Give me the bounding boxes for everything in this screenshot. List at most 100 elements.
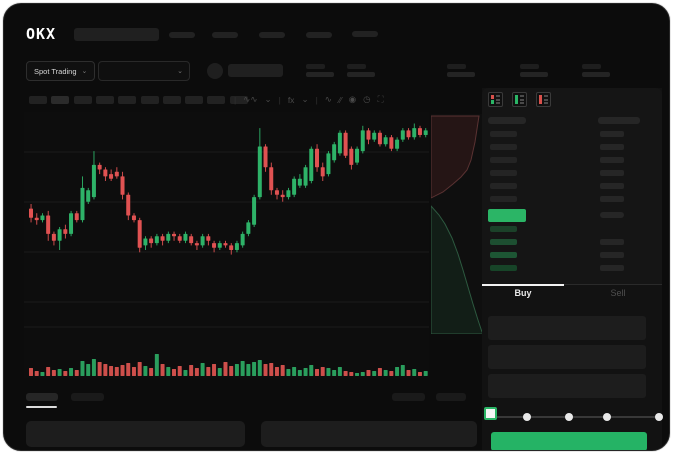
chevron-down-icon[interactable]: ⌄ [301, 94, 309, 104]
pair-name-skeleton [228, 64, 283, 77]
orderbook-header-amount-skeleton [598, 117, 640, 124]
ask-price-skeleton [490, 144, 517, 150]
timeframe-button-skeleton[interactable] [51, 96, 70, 104]
chart-type-candles-icon[interactable]: ∿∿ [243, 94, 258, 104]
right-panel: Buy Sell [482, 88, 663, 450]
okx-trading-window: OKX Spot Trading ⌄ ⌄ | ∿∿ ⌄ | fx ⌄ | ∿ ⁄⁄ ◉ ◷ ⛶ [3, 3, 670, 451]
bottom-link-skeleton[interactable] [436, 393, 466, 401]
ask-price-skeleton [490, 157, 517, 163]
bottom-active-tab-indicator [26, 406, 57, 408]
bottom-tab-order-history[interactable] [71, 393, 104, 401]
slider-stop[interactable] [523, 413, 531, 421]
tabs-divider [482, 284, 662, 285]
stat-label-skeleton [306, 64, 325, 69]
bid-price-skeleton [490, 239, 517, 245]
chevron-down-icon: ⌄ [177, 68, 183, 75]
bid-price-skeleton [490, 226, 517, 232]
amount-input-skeleton[interactable] [488, 345, 646, 369]
ask-price-skeleton [490, 196, 517, 202]
timeframe-button-skeleton[interactable] [162, 96, 181, 104]
ask-amount-skeleton [600, 157, 624, 163]
last-price-amount-skeleton [600, 212, 624, 218]
market-type-selector[interactable]: Spot Trading ⌄ [26, 61, 96, 81]
amount-slider[interactable] [491, 413, 663, 421]
bottom-tab-open-orders[interactable] [26, 393, 58, 401]
stat-label-skeleton [447, 64, 466, 69]
tab-sell[interactable]: Sell [610, 288, 626, 298]
active-tab-indicator [482, 284, 564, 286]
slider-stop[interactable] [603, 413, 611, 421]
draw-tools-icon[interactable]: ⁄⁄ [338, 94, 342, 105]
stat-value-skeleton [447, 72, 475, 77]
fullscreen-icon[interactable]: ⛶ [377, 94, 384, 104]
timeframe-button-skeleton[interactable] [185, 96, 204, 104]
toolbar-divider: | [234, 94, 237, 105]
bid-amount-skeleton [600, 265, 624, 271]
ask-price-skeleton [490, 170, 517, 176]
market-type-label: Spot Trading [34, 66, 77, 76]
timeframe-button-skeleton[interactable] [29, 96, 47, 104]
nav-item-skeleton[interactable] [352, 31, 378, 37]
history-clock-icon[interactable]: ◷ [363, 94, 371, 104]
camera-snapshot-icon[interactable]: ◉ [348, 94, 357, 104]
ask-amount-skeleton [600, 170, 624, 176]
chart-toolbar-icons: | ∿∿ ⌄ | fx ⌄ | ∿ ⁄⁄ ◉ ◷ ⛶ [234, 94, 384, 105]
bid-amount-skeleton [600, 252, 624, 258]
stat-value-skeleton [582, 72, 610, 77]
orderbook-buy-side-icon[interactable] [512, 92, 527, 107]
pair-dropdown[interactable]: ⌄ [98, 61, 190, 81]
timeframe-button-skeleton[interactable] [229, 96, 248, 104]
ask-price-skeleton [490, 183, 517, 189]
ask-amount-skeleton [600, 131, 624, 137]
timeframe-button-skeleton[interactable] [140, 96, 159, 104]
ask-amount-skeleton [600, 144, 624, 150]
nav-item-skeleton[interactable] [259, 32, 285, 38]
line-overlay-icon[interactable]: ∿ [324, 94, 332, 104]
bid-amount-skeleton [600, 239, 624, 245]
order-book [482, 88, 662, 284]
bid-price-skeleton [490, 252, 517, 258]
total-input-skeleton[interactable] [488, 374, 646, 398]
submit-buy-button[interactable] [491, 432, 647, 450]
timeframe-button-skeleton[interactable] [73, 96, 92, 104]
indicator-fx-icon[interactable]: fx [287, 94, 295, 105]
orders-panel-skeleton [26, 421, 245, 447]
depth-chart-canvas [431, 115, 484, 334]
candlestick-chart[interactable] [24, 112, 429, 378]
header-search-skeleton[interactable] [74, 28, 159, 41]
ask-price-skeleton [490, 131, 517, 137]
slider-stop[interactable] [655, 413, 663, 421]
nav-item-skeleton[interactable] [212, 32, 238, 38]
orderbook-view-toggles [488, 92, 551, 107]
stat-value-skeleton [520, 72, 548, 77]
ask-amount-skeleton [600, 196, 624, 202]
okx-logo[interactable]: OKX [26, 25, 57, 43]
tab-buy[interactable]: Buy [514, 288, 532, 298]
slider-handle[interactable] [484, 407, 497, 420]
trade-tabs: Buy Sell [482, 284, 662, 312]
stat-value-skeleton [306, 72, 334, 77]
coin-avatar [207, 63, 223, 79]
timeframe-button-skeleton[interactable] [95, 96, 114, 104]
price-input-skeleton[interactable] [488, 316, 646, 340]
orderbook-sell-side-icon[interactable] [536, 92, 551, 107]
stat-label-skeleton [347, 64, 366, 69]
orderbook-both-sides-icon[interactable] [488, 92, 503, 107]
orderbook-header-price-skeleton [488, 117, 526, 124]
chevron-down-icon[interactable]: ⌄ [264, 94, 272, 104]
nav-item-skeleton[interactable] [306, 32, 332, 38]
last-price-indicator[interactable] [488, 209, 526, 222]
stat-label-skeleton [520, 64, 539, 69]
ask-amount-skeleton [600, 183, 624, 189]
slider-stop[interactable] [565, 413, 573, 421]
nav-item-skeleton[interactable] [169, 32, 195, 38]
bottom-link-skeleton[interactable] [392, 393, 425, 401]
stat-label-skeleton [582, 64, 601, 69]
depth-chart[interactable] [431, 114, 484, 334]
bid-price-skeleton [490, 265, 517, 271]
orders-panel-skeleton [261, 421, 477, 447]
timeframe-button-skeleton[interactable] [207, 96, 226, 104]
toolbar-divider: | [315, 94, 318, 105]
toolbar-divider: | [278, 94, 281, 105]
timeframe-button-skeleton[interactable] [118, 96, 137, 104]
